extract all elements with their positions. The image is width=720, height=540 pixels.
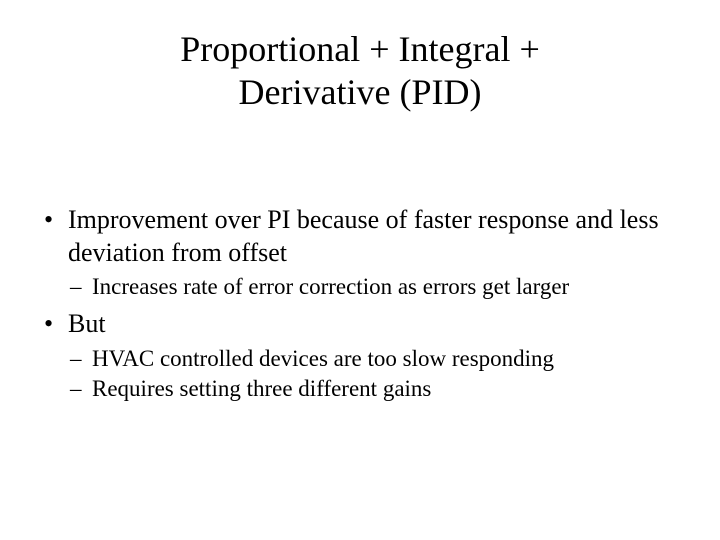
sub-bullet-list: Increases rate of error correction as er… bbox=[68, 273, 680, 302]
sub-bullet-text: HVAC controlled devices are too slow res… bbox=[92, 346, 554, 371]
sub-bullet-text: Requires setting three different gains bbox=[92, 376, 431, 401]
sub-list-item: HVAC controlled devices are too slow res… bbox=[68, 345, 680, 374]
bullet-text: But bbox=[68, 309, 106, 338]
list-item: But HVAC controlled devices are too slow… bbox=[40, 308, 680, 404]
title-line-2: Derivative (PID) bbox=[239, 72, 482, 112]
sub-list-item: Requires setting three different gains bbox=[68, 375, 680, 404]
list-item: Improvement over PI because of faster re… bbox=[40, 204, 680, 302]
title-line-1: Proportional + Integral + bbox=[180, 29, 540, 69]
sub-list-item: Increases rate of error correction as er… bbox=[68, 273, 680, 302]
bullet-text: Improvement over PI because of faster re… bbox=[68, 205, 659, 267]
bullet-list: Improvement over PI because of faster re… bbox=[40, 204, 680, 404]
sub-bullet-text: Increases rate of error correction as er… bbox=[92, 274, 569, 299]
sub-bullet-list: HVAC controlled devices are too slow res… bbox=[68, 345, 680, 405]
slide-content: Improvement over PI because of faster re… bbox=[40, 204, 680, 404]
page-title: Proportional + Integral + Derivative (PI… bbox=[40, 28, 680, 114]
